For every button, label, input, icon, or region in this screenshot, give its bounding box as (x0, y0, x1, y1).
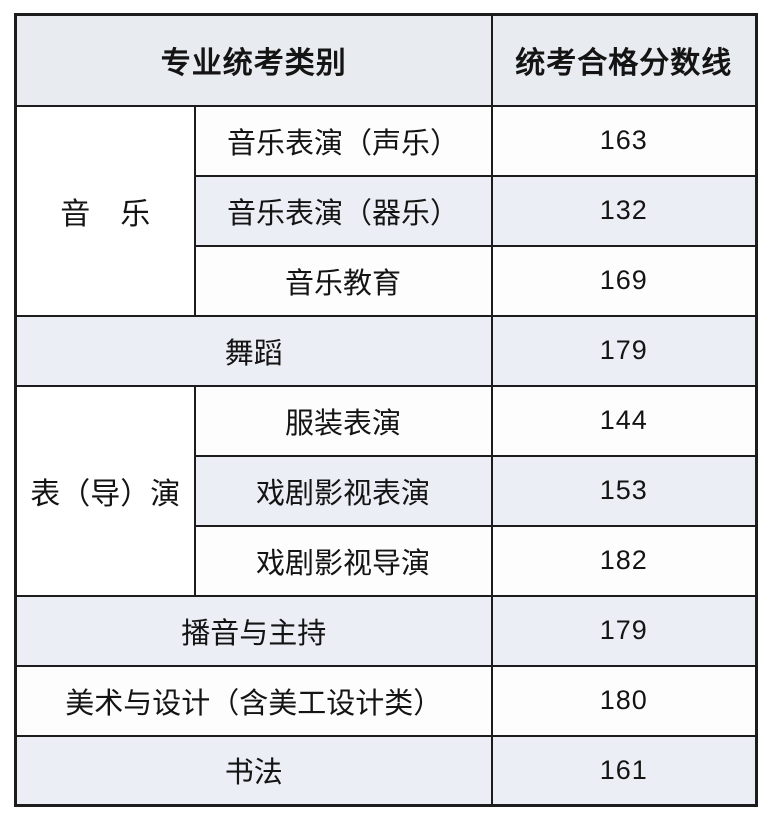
subject-cell-dance: 舞蹈 (14, 314, 493, 387)
subject-cell: 戏剧影视导演 (193, 524, 493, 597)
table-row: 舞蹈 179 (14, 314, 758, 387)
subject-cell-calligraphy: 书法 (14, 734, 493, 807)
score-cell: 179 (490, 594, 758, 667)
subject-cell: 服装表演 (193, 384, 493, 457)
table-row: 音乐教育 169 (16, 244, 758, 317)
score-cell: 132 (490, 174, 758, 247)
score-cell: 163 (490, 104, 758, 177)
table-header-row: 专业统考类别 统考合格分数线 (14, 13, 758, 107)
table-row: 播音与主持 179 (14, 594, 758, 667)
subject-cell-art-design: 美术与设计（含美工设计类） (14, 664, 493, 737)
table-row: 书法 161 (14, 734, 758, 807)
score-cell: 161 (490, 734, 758, 807)
header-score: 统考合格分数线 (490, 13, 758, 107)
subject-cell-broadcasting: 播音与主持 (14, 594, 493, 667)
score-cell: 153 (490, 454, 758, 527)
subject-cell: 音乐表演（声乐） (193, 104, 493, 177)
score-cell: 182 (490, 524, 758, 597)
table-row: 美术与设计（含美工设计类） 180 (14, 664, 758, 737)
table-row: 戏剧影视表演 153 (16, 454, 758, 527)
score-cell: 180 (490, 664, 758, 737)
subject-cell: 音乐教育 (193, 244, 493, 317)
score-cell: 169 (490, 244, 758, 317)
score-cell: 144 (490, 384, 758, 457)
score-cell: 179 (490, 314, 758, 387)
table-row: 音 乐 音乐表演（声乐） 163 (14, 104, 758, 317)
subject-cell: 音乐表演（器乐） (193, 174, 493, 247)
scores-table: 专业统考类别 统考合格分数线 音 乐 音乐表演（声乐） 163 音乐表演（器乐）… (14, 13, 758, 807)
table-row: 表（导）演 服装表演 144 (14, 384, 758, 597)
table-row: 音乐表演（器乐） 132 (16, 174, 758, 247)
header-category: 专业统考类别 (14, 13, 493, 107)
subject-cell: 戏剧影视表演 (193, 454, 493, 527)
group-cell-performance: 表（导）演 (14, 384, 196, 597)
group-cell-music: 音 乐 (14, 104, 196, 317)
table-row: 戏剧影视导演 182 (16, 524, 758, 597)
